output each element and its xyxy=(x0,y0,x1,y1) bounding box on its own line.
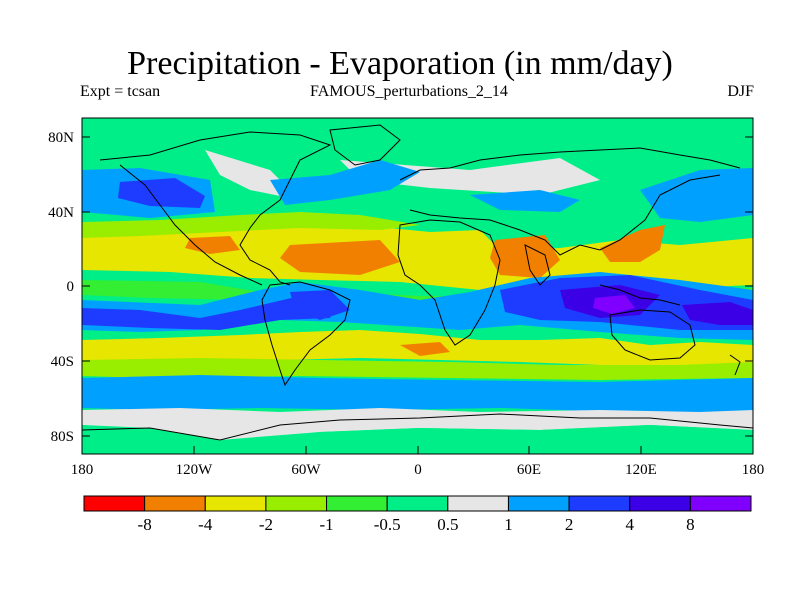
north-atlantic-blue-2 xyxy=(470,190,580,212)
colorbar-label: 1 xyxy=(504,515,513,534)
amazon-darkblue xyxy=(290,290,350,320)
lon-label: 120E xyxy=(625,462,657,478)
season-label: DJF xyxy=(727,83,754,100)
southern-ocean-blue xyxy=(82,375,753,412)
arctic-gray-patch-2 xyxy=(340,158,600,195)
lat-label: 40N xyxy=(48,205,74,221)
lon-label: 60W xyxy=(291,462,321,478)
south-pacific-indigo xyxy=(682,302,753,325)
colorbar-swatch xyxy=(507,495,570,512)
australia-coast xyxy=(609,309,696,361)
run-label: FAMOUS_perturbations_2_14 xyxy=(310,83,508,100)
indian-ocean-orange xyxy=(490,235,560,278)
north-atlantic-blue xyxy=(270,160,420,205)
colorbar-swatch xyxy=(568,495,631,512)
north-america-coast xyxy=(99,131,332,286)
colorbar-label: -2 xyxy=(259,515,273,534)
colorbar-label: 0.5 xyxy=(437,515,458,534)
east-pacific-orange xyxy=(185,236,240,254)
colorbar-swatch xyxy=(265,495,328,512)
colorbar-label: -1 xyxy=(319,515,333,534)
lon-label: 180 xyxy=(742,462,765,478)
north-pacific-darkblue xyxy=(118,178,205,208)
lon-label: 0 xyxy=(414,462,422,478)
north-atlantic-orange xyxy=(280,240,400,275)
lon-label: 60E xyxy=(517,462,541,478)
colorbar: -8 -4 -2 -1 -0.5 0.5 1 2 4 8 xyxy=(83,495,752,534)
colorbar-swatch xyxy=(326,495,388,512)
chart-title: Precipitation - Evaporation (in mm/day) xyxy=(127,45,673,82)
colorbar-label: 8 xyxy=(686,515,695,534)
itcz-darkblue xyxy=(82,296,340,330)
africa-coast xyxy=(397,219,501,346)
lat-ticks xyxy=(82,136,753,437)
antarctic-green xyxy=(82,425,753,454)
precip-field xyxy=(82,118,753,454)
coastlines xyxy=(82,124,753,441)
colorbar-swatch xyxy=(386,495,449,512)
lon-label: 180 xyxy=(71,462,94,478)
colorbar-label: -4 xyxy=(198,515,213,534)
north-subtropics-lime xyxy=(82,212,420,238)
antarctica-coast xyxy=(82,413,753,441)
eurasia-south-coast xyxy=(409,174,721,256)
antarctic-gray xyxy=(82,408,753,440)
colorbar-swatch xyxy=(204,495,267,512)
lat-label: 0 xyxy=(67,279,75,295)
colorbar-label: -0.5 xyxy=(374,515,401,534)
indo-pacific-purple xyxy=(593,295,635,314)
colorbar-swatch xyxy=(689,495,752,512)
north-america-west-coast xyxy=(119,164,263,286)
north-pacific-blue-east xyxy=(640,168,753,222)
new-zealand-coast xyxy=(729,354,741,376)
maritime-continent xyxy=(599,284,681,306)
greenland-coast xyxy=(329,124,401,166)
west-pacific-orange xyxy=(600,225,665,262)
india-coast xyxy=(524,244,551,286)
lon-label: 120W xyxy=(176,462,214,478)
colorbar-label: 2 xyxy=(565,515,574,534)
lon-ticks xyxy=(81,446,754,454)
lat-label: 40S xyxy=(51,354,74,370)
colorbar-swatch xyxy=(629,495,691,512)
south-america-coast xyxy=(261,281,351,387)
colorbar-swatch xyxy=(447,495,509,512)
lat-label: 80S xyxy=(51,429,74,445)
colorbar-swatch xyxy=(83,495,146,512)
experiment-label: Expt = tcsan xyxy=(80,83,161,100)
colorbar-label: -8 xyxy=(138,515,152,534)
europe-asia-coast xyxy=(399,147,741,181)
colorbar-label: 4 xyxy=(625,515,634,534)
colorbar-swatch xyxy=(144,495,206,512)
lat-label: 80N xyxy=(48,130,74,146)
south-lime-band xyxy=(82,358,753,380)
south-atlantic-orange xyxy=(400,342,450,356)
